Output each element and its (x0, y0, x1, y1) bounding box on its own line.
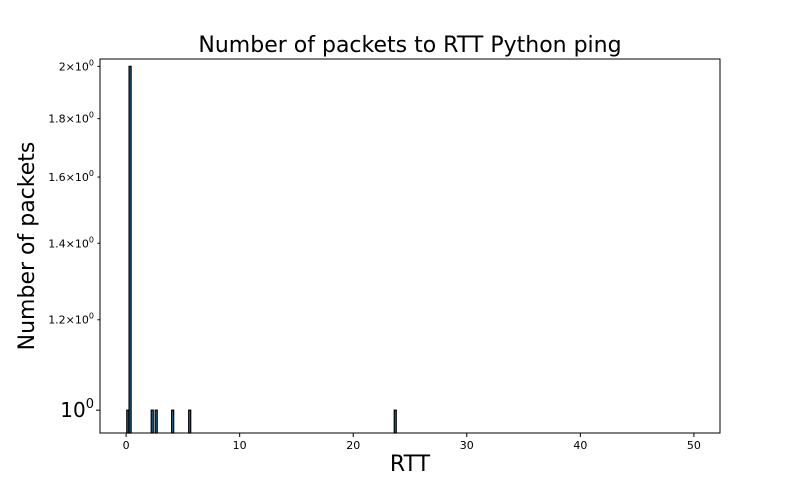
x-tick-label-0: 0 (123, 439, 130, 452)
bar-3 (154, 409, 158, 434)
y-axis-label: Number of packets (15, 142, 40, 351)
bar-4 (171, 409, 175, 434)
chart-title: Number of packets to RTT Python ping (198, 33, 621, 58)
y-tick-label-2: 2×100 (59, 58, 94, 73)
bar-5 (188, 409, 192, 434)
x-tick-label-50: 50 (687, 439, 701, 452)
x-tick-label-10: 10 (233, 439, 247, 452)
bar-1 (128, 65, 132, 434)
y-tick-label-1.8: 1.8×100 (48, 111, 94, 126)
y-tick-label-1.4: 1.4×100 (48, 235, 94, 250)
x-tick-label-30: 30 (460, 439, 474, 452)
bar-2 (150, 409, 154, 434)
bar-6 (393, 409, 397, 434)
x-tick-label-40: 40 (573, 439, 587, 452)
y-tick-label-1.6: 1.6×100 (48, 169, 94, 184)
x-axis-label: RTT (390, 452, 431, 477)
y-tick-label-1.2: 1.2×100 (48, 312, 94, 327)
y-tick-label-1: 100 (60, 397, 94, 422)
x-tick-label-20: 20 (346, 439, 360, 452)
plot-area: 0 10 20 30 40 50 100 1.2×100 1.4×100 1.6×100 1.8×1… (48, 58, 701, 452)
plot-frame (99, 58, 721, 434)
